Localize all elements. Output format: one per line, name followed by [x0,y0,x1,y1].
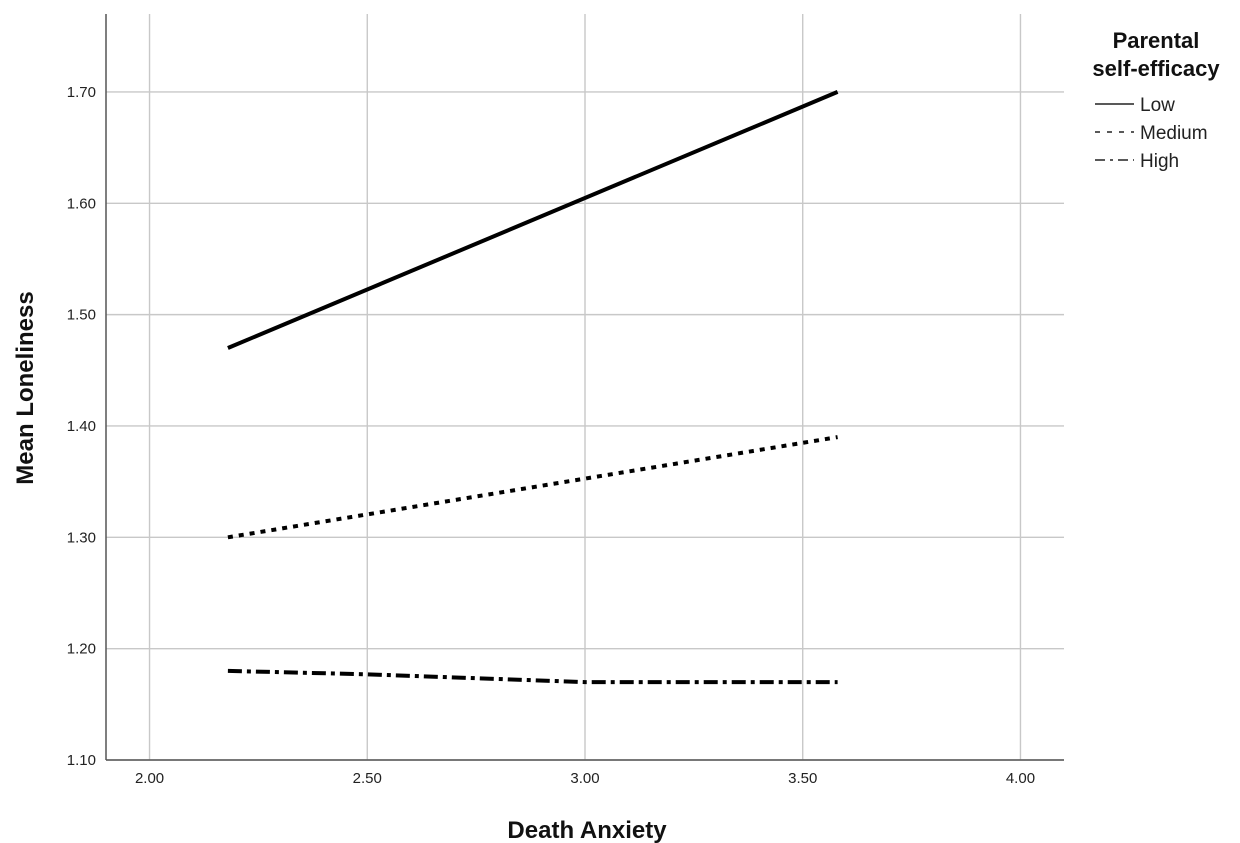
y-tick-label: 1.40 [67,418,96,435]
y-tick-label: 1.20 [67,641,96,658]
axes [105,14,1064,761]
y-tick-label: 1.30 [67,529,96,546]
legend-label-medium: Medium [1140,123,1208,144]
x-tick-label: 2.50 [353,770,382,787]
legend: Parental self-efficacy Low Medium High [1092,28,1220,172]
series-line-low [227,90,839,350]
tick-labels: 2.00 2.50 3.00 3.50 4.00 1.10 1.20 1.30 1.40 1.50… [67,84,1035,787]
y-tick-label: 1.10 [67,752,96,769]
x-axis-title: Death Anxiety [507,817,667,843]
legend-items: Low Medium High [1095,95,1208,172]
y-axis-title: Mean Loneliness [12,291,39,484]
legend-title-line-1: Parental [1113,28,1200,53]
series-line-high [227,668,838,685]
x-tick-label: 2.00 [135,770,164,787]
series-lines [227,90,839,685]
y-tick-label: 1.60 [67,195,96,212]
x-tick-label: 3.50 [788,770,817,787]
legend-title-line-2: self-efficacy [1092,56,1220,81]
legend-label-high: High [1140,151,1179,172]
legend-label-low: Low [1140,95,1175,116]
x-tick-label: 4.00 [1006,770,1035,787]
series-line-medium [227,435,838,540]
y-tick-label: 1.50 [67,307,96,324]
y-tick-label: 1.70 [67,84,96,101]
x-tick-label: 3.00 [570,770,599,787]
